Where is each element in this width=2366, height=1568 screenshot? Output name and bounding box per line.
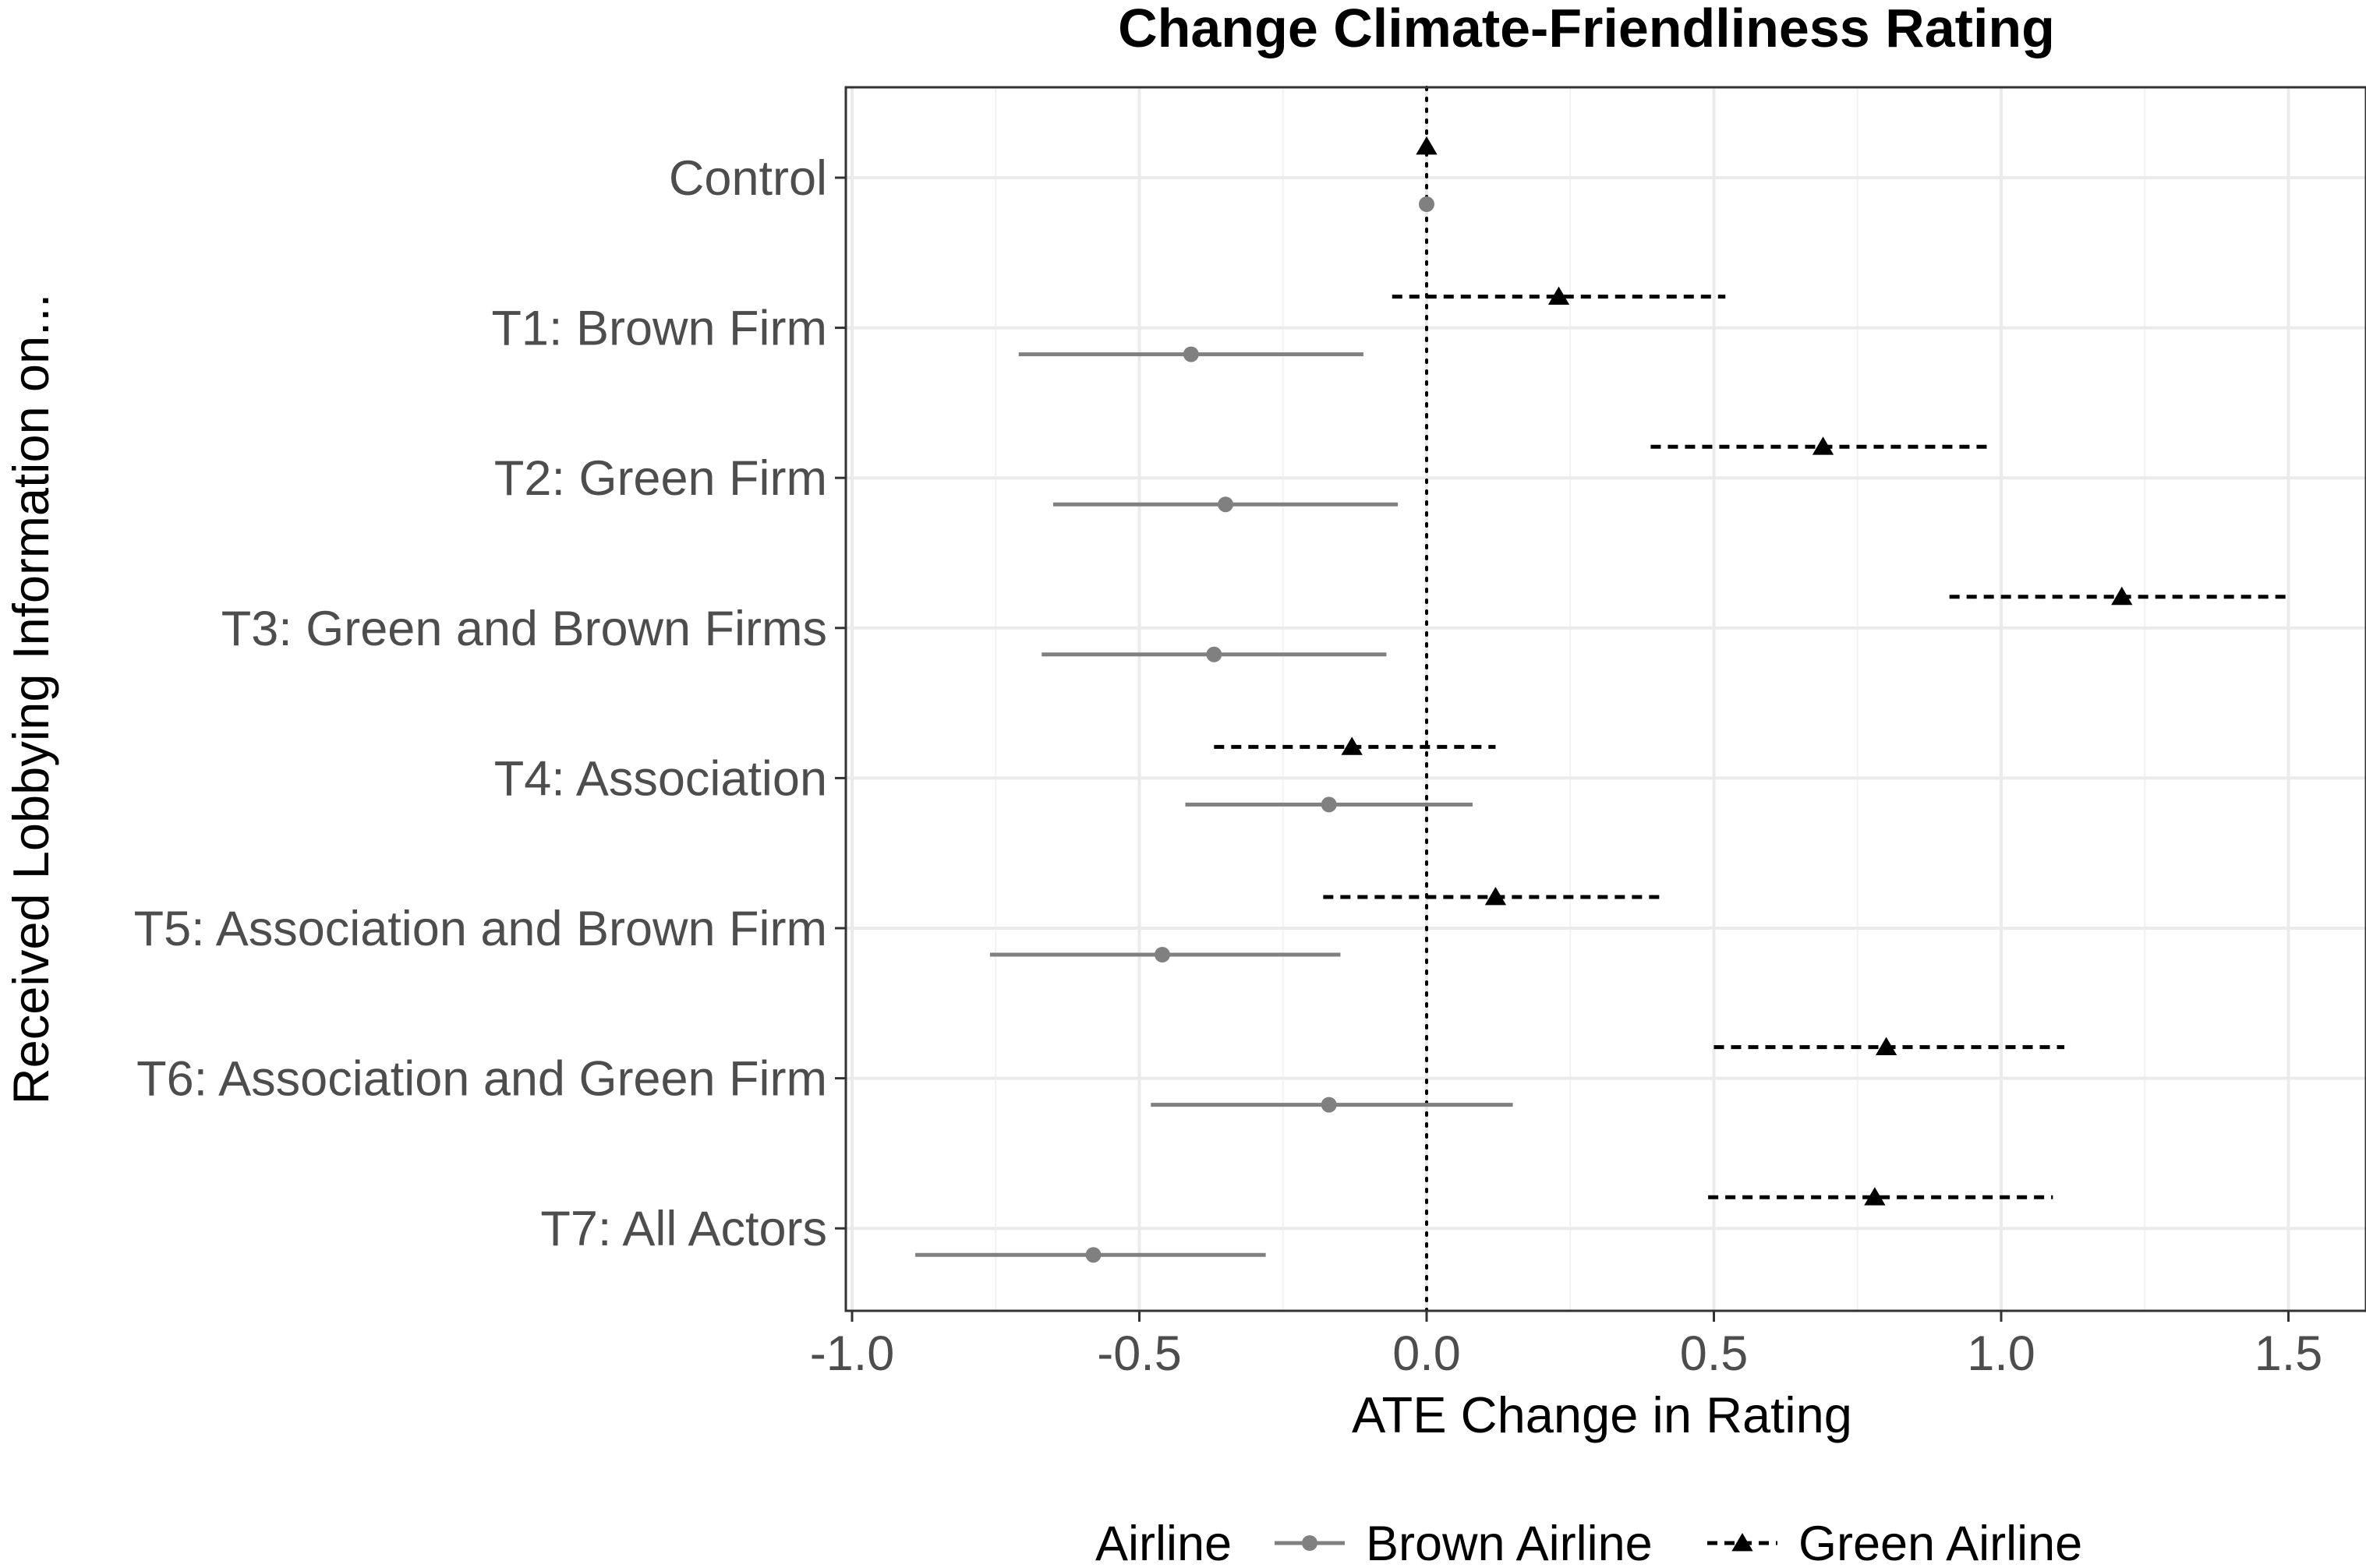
y-axis: Control T1: Brown Firm T2: Green Firm T3: G… (134, 151, 846, 1256)
legend-title: Airline (1095, 1517, 1232, 1568)
point-circle (1154, 947, 1170, 962)
category-label: T4: Association (494, 751, 827, 806)
x-axis-title: ATE Change in Rating (1352, 1386, 1852, 1443)
x-tick-label: 1.5 (2255, 1326, 2323, 1381)
point-circle (1085, 1247, 1102, 1263)
category-label: T5: Association and Brown Firm (134, 902, 827, 956)
legend-items: Brown Airline Green Airline (1275, 1517, 2082, 1568)
point-triangle (1341, 736, 1363, 755)
point-triangle (1484, 887, 1507, 906)
point-circle (1321, 796, 1337, 813)
legend-key-circle (1302, 1535, 1317, 1551)
category-label: T2: Green Firm (494, 451, 827, 506)
x-tick-label: -0.5 (1097, 1326, 1182, 1381)
legend-key-triangle (1731, 1533, 1753, 1552)
x-tick-label: -1.0 (810, 1326, 895, 1381)
point-circle (1183, 346, 1199, 362)
x-axis: -1.0 -0.5 0.0 0.5 1.0 1.5 (810, 1311, 2323, 1381)
category-label: T3: Green and Brown Firms (221, 602, 827, 656)
marks-layer (915, 136, 2289, 1263)
point-triangle (1416, 136, 1438, 155)
category-label: T6: Association and Green Firm (136, 1052, 827, 1107)
chart-title: Change Climate-Friendliness Rating (1118, 0, 2055, 58)
point-circle (1419, 196, 1434, 212)
point-triangle (1547, 286, 1570, 305)
point-circle (1321, 1097, 1337, 1113)
x-tick-label: 0.0 (1392, 1326, 1461, 1381)
grid-layer (846, 87, 2366, 1311)
panel-border (844, 86, 2366, 1312)
x-tick-label: 1.0 (1967, 1326, 2035, 1381)
point-circle (1206, 646, 1222, 662)
category-label: T1: Brown Firm (491, 302, 827, 356)
point-triangle (1875, 1037, 1897, 1055)
point-triangle (2111, 586, 2133, 606)
category-label: Control (669, 151, 827, 206)
category-label: T7: All Actors (540, 1202, 827, 1256)
point-circle (1218, 496, 1234, 513)
y-axis-title: Received Lobbying Information on... (2, 294, 59, 1105)
legend-label: Green Airline (1798, 1517, 2082, 1568)
x-tick-label: 0.5 (1680, 1326, 1749, 1381)
legend-label: Brown Airline (1366, 1517, 1653, 1568)
point-triangle (1812, 436, 1834, 455)
legend: Airline Brown Airline Green Airline (1095, 1517, 2082, 1568)
point-triangle (1864, 1187, 1886, 1206)
